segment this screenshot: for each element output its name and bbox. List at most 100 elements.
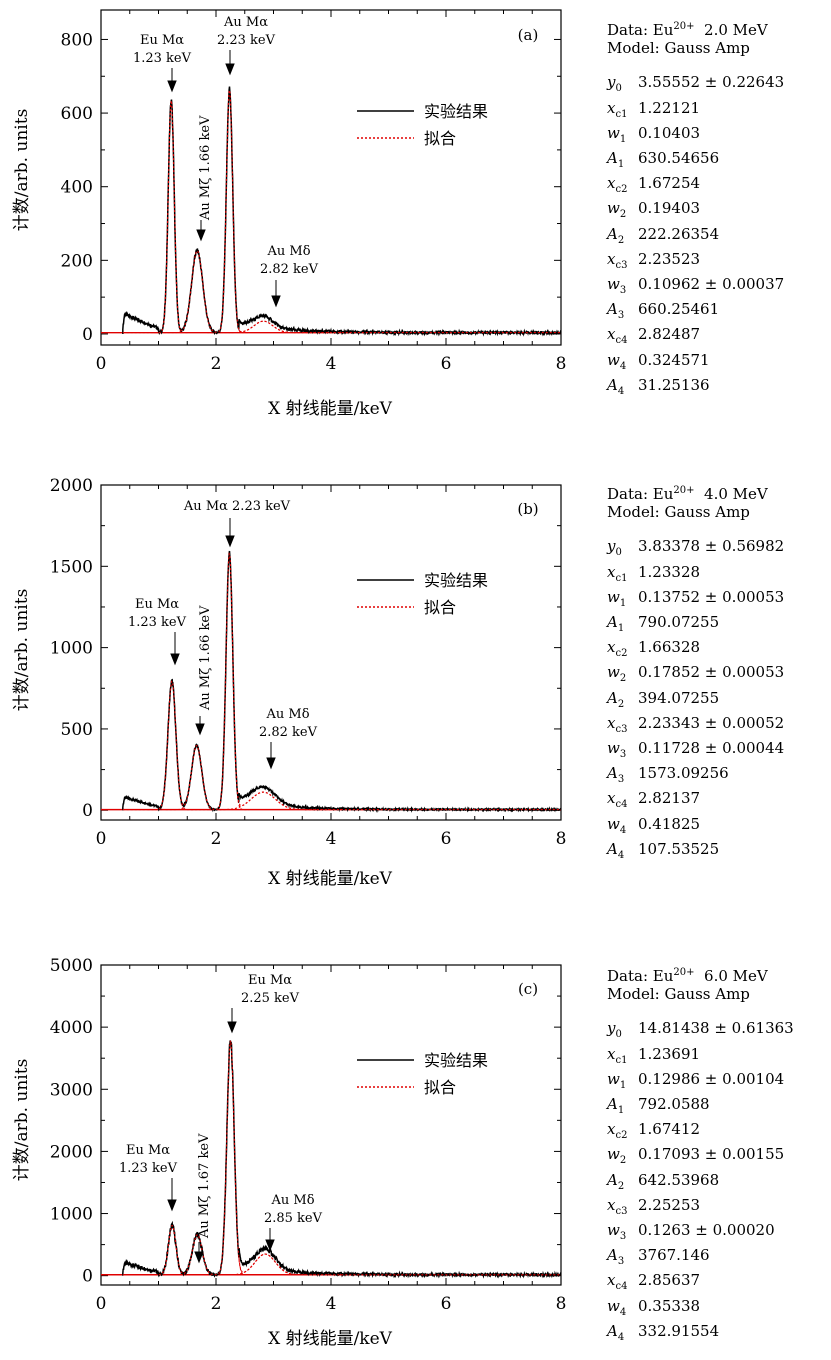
- param-row: xc2 1.67254: [607, 174, 784, 199]
- param-row: xc3 2.23343 ± 0.00052: [607, 714, 784, 739]
- ann-au-delta-line2: 2.82 keV: [259, 725, 318, 740]
- y-tick-label: 3000: [50, 1080, 93, 1100]
- param-name: xc1: [607, 1044, 628, 1066]
- x-tick-label: 4: [326, 829, 337, 849]
- param-value: 1.22121: [638, 98, 701, 117]
- param-value: 1.67412: [638, 1120, 701, 1139]
- param-row: A3 660.25461: [607, 300, 784, 325]
- y-tick-label: 4000: [50, 1018, 93, 1038]
- param-value: 31.25136: [638, 375, 710, 394]
- ann-au-delta-line1: Au Mδ: [265, 707, 309, 722]
- param-row: xc3 2.25253: [607, 1196, 794, 1221]
- param-row: A4 31.25136: [607, 376, 784, 401]
- chart-a: 0 2 4 6 8 0 200 400 600 800 (a) X 射线能量/keV 计数/arb…: [12, 9, 566, 419]
- param-name: xc3: [607, 713, 628, 735]
- param-row: A4 107.53525: [607, 840, 784, 865]
- annotation-arrows: [167, 1008, 275, 1264]
- ann-eu-line2: 1.23 keV: [133, 51, 192, 66]
- fit-params-b: Data: Eu20+ 4.0 MeV Model: Gauss Amp y0 3…: [607, 482, 784, 865]
- param-value: 1.67254: [638, 174, 701, 193]
- param-value: 2.85637: [638, 1271, 701, 1290]
- legend: 实验结果 拟合: [357, 1051, 488, 1097]
- param-row: xc1 1.22121: [607, 99, 784, 124]
- y-tick-label: 1000: [50, 1205, 93, 1225]
- param-name: A2: [607, 224, 625, 246]
- ann-au-delta-line2: 2.82 keV: [260, 262, 319, 277]
- axes-layer: 0 2 4 6 8 0 500 1000 1500 2000: [50, 476, 567, 849]
- ann-eu-line2: 1.23 keV: [128, 615, 187, 630]
- fit-peak-2: [163, 250, 231, 334]
- param-row: xc2 1.66328: [607, 638, 784, 663]
- param-value: 0.35338: [638, 1296, 701, 1315]
- param-name: w2: [607, 663, 627, 685]
- param-name: A1: [607, 613, 625, 635]
- x-tick-label: 0: [96, 354, 107, 374]
- data-line: Data: Eu20+ 4.0 MeV: [607, 485, 768, 503]
- plot-layer: [101, 550, 562, 813]
- param-name: A2: [607, 688, 625, 710]
- fit-total: [122, 89, 561, 334]
- param-table: y0 3.55552 ± 0.22643 xc1 1.22121 w1 0.10403 A1…: [607, 73, 784, 401]
- panel-c: 0 2 4 6 8 0 1000 2000 3000 4000 5000 (c) X 射线能量/ke…: [0, 920, 831, 1360]
- spectrum-line: [122, 550, 562, 813]
- x-tick-label: 2: [211, 354, 222, 374]
- param-name: w1: [607, 1069, 627, 1091]
- param-name: A3: [607, 1246, 625, 1268]
- ann-au-zeta: Au Mζ 1.66 keV: [198, 115, 213, 221]
- annotation-arrows: [167, 50, 281, 308]
- ann-eu-line1: Eu Mα: [126, 1143, 170, 1158]
- ann-eu-line2: 1.23 keV: [119, 1161, 178, 1176]
- param-value: 1.66328: [638, 638, 701, 657]
- y-tick-label: 2000: [50, 1142, 93, 1162]
- param-row: w3 0.1263 ± 0.00020: [607, 1221, 794, 1246]
- param-name: w2: [607, 199, 627, 221]
- param-table: y0 14.81438 ± 0.61363 xc1 1.23691 w1 0.12986 …: [607, 1019, 794, 1347]
- fit-peak-1: [149, 1224, 194, 1276]
- model-line: Model: Gauss Amp: [607, 985, 750, 1004]
- param-row: A4 332.91554: [607, 1322, 794, 1347]
- ann-au-alpha-line2: 2.23 keV: [217, 33, 276, 48]
- plot-layer: [101, 86, 562, 337]
- data-line: Data: Eu20+ 6.0 MeV: [607, 967, 768, 985]
- panel-label: (b): [517, 500, 538, 518]
- param-value: 1.23328: [638, 562, 701, 581]
- param-row: xc4 2.82137: [607, 789, 784, 814]
- x-tick-label: 6: [441, 354, 452, 374]
- y-axis-label: 计数/arb. units: [12, 109, 32, 232]
- param-name: w3: [607, 739, 627, 761]
- data-line: Data: Eu20+ 2.0 MeV: [607, 21, 768, 39]
- x-tick-label: 2: [211, 1294, 222, 1314]
- param-value: 1.23691: [638, 1044, 701, 1063]
- y-tick-label: 0: [82, 1267, 93, 1287]
- param-row: A3 3767.146: [607, 1246, 794, 1271]
- param-name: y0: [607, 537, 622, 559]
- fit-params-a: Data: Eu20+ 2.0 MeV Model: Gauss Amp y0 3…: [607, 18, 784, 401]
- param-name: xc3: [607, 249, 628, 271]
- param-row: A1 792.0588: [607, 1095, 794, 1120]
- ann-au-delta-line1: Au Mδ: [270, 1193, 314, 1208]
- param-value: 394.07255: [638, 688, 720, 707]
- param-row: w3 0.10962 ± 0.00037: [607, 275, 784, 300]
- param-name: A1: [607, 149, 625, 171]
- x-tick-label: 4: [326, 354, 337, 374]
- fit-params-c: Data: Eu20+ 6.0 MeV Model: Gauss Amp y0 1…: [607, 964, 794, 1347]
- panel-label: (a): [518, 26, 539, 44]
- param-value: 0.12986 ± 0.00104: [638, 1069, 785, 1088]
- param-name: w1: [607, 587, 627, 609]
- param-value: 792.0588: [638, 1095, 710, 1114]
- param-name: A1: [607, 1095, 625, 1117]
- param-row: w1 0.10403: [607, 124, 784, 149]
- param-name: A3: [607, 764, 625, 786]
- param-value: 2.23343 ± 0.00052: [638, 713, 785, 732]
- fit-peak-1: [153, 100, 189, 334]
- x-tick-label: 0: [96, 829, 107, 849]
- ann-au-zeta: Au Mζ 1.66 keV: [198, 605, 213, 711]
- param-table: y0 3.83378 ± 0.56982 xc1 1.23328 w1 0.13752 ±…: [607, 537, 784, 865]
- param-value: 2.82137: [638, 789, 701, 808]
- param-value: 107.53525: [638, 839, 720, 858]
- param-value: 3767.146: [638, 1246, 710, 1265]
- param-value: 0.1263 ± 0.00020: [638, 1221, 775, 1240]
- plot-frame: [100, 484, 562, 821]
- x-axis-label: X 射线能量/keV: [268, 1329, 393, 1349]
- model-line: Model: Gauss Amp: [607, 503, 750, 522]
